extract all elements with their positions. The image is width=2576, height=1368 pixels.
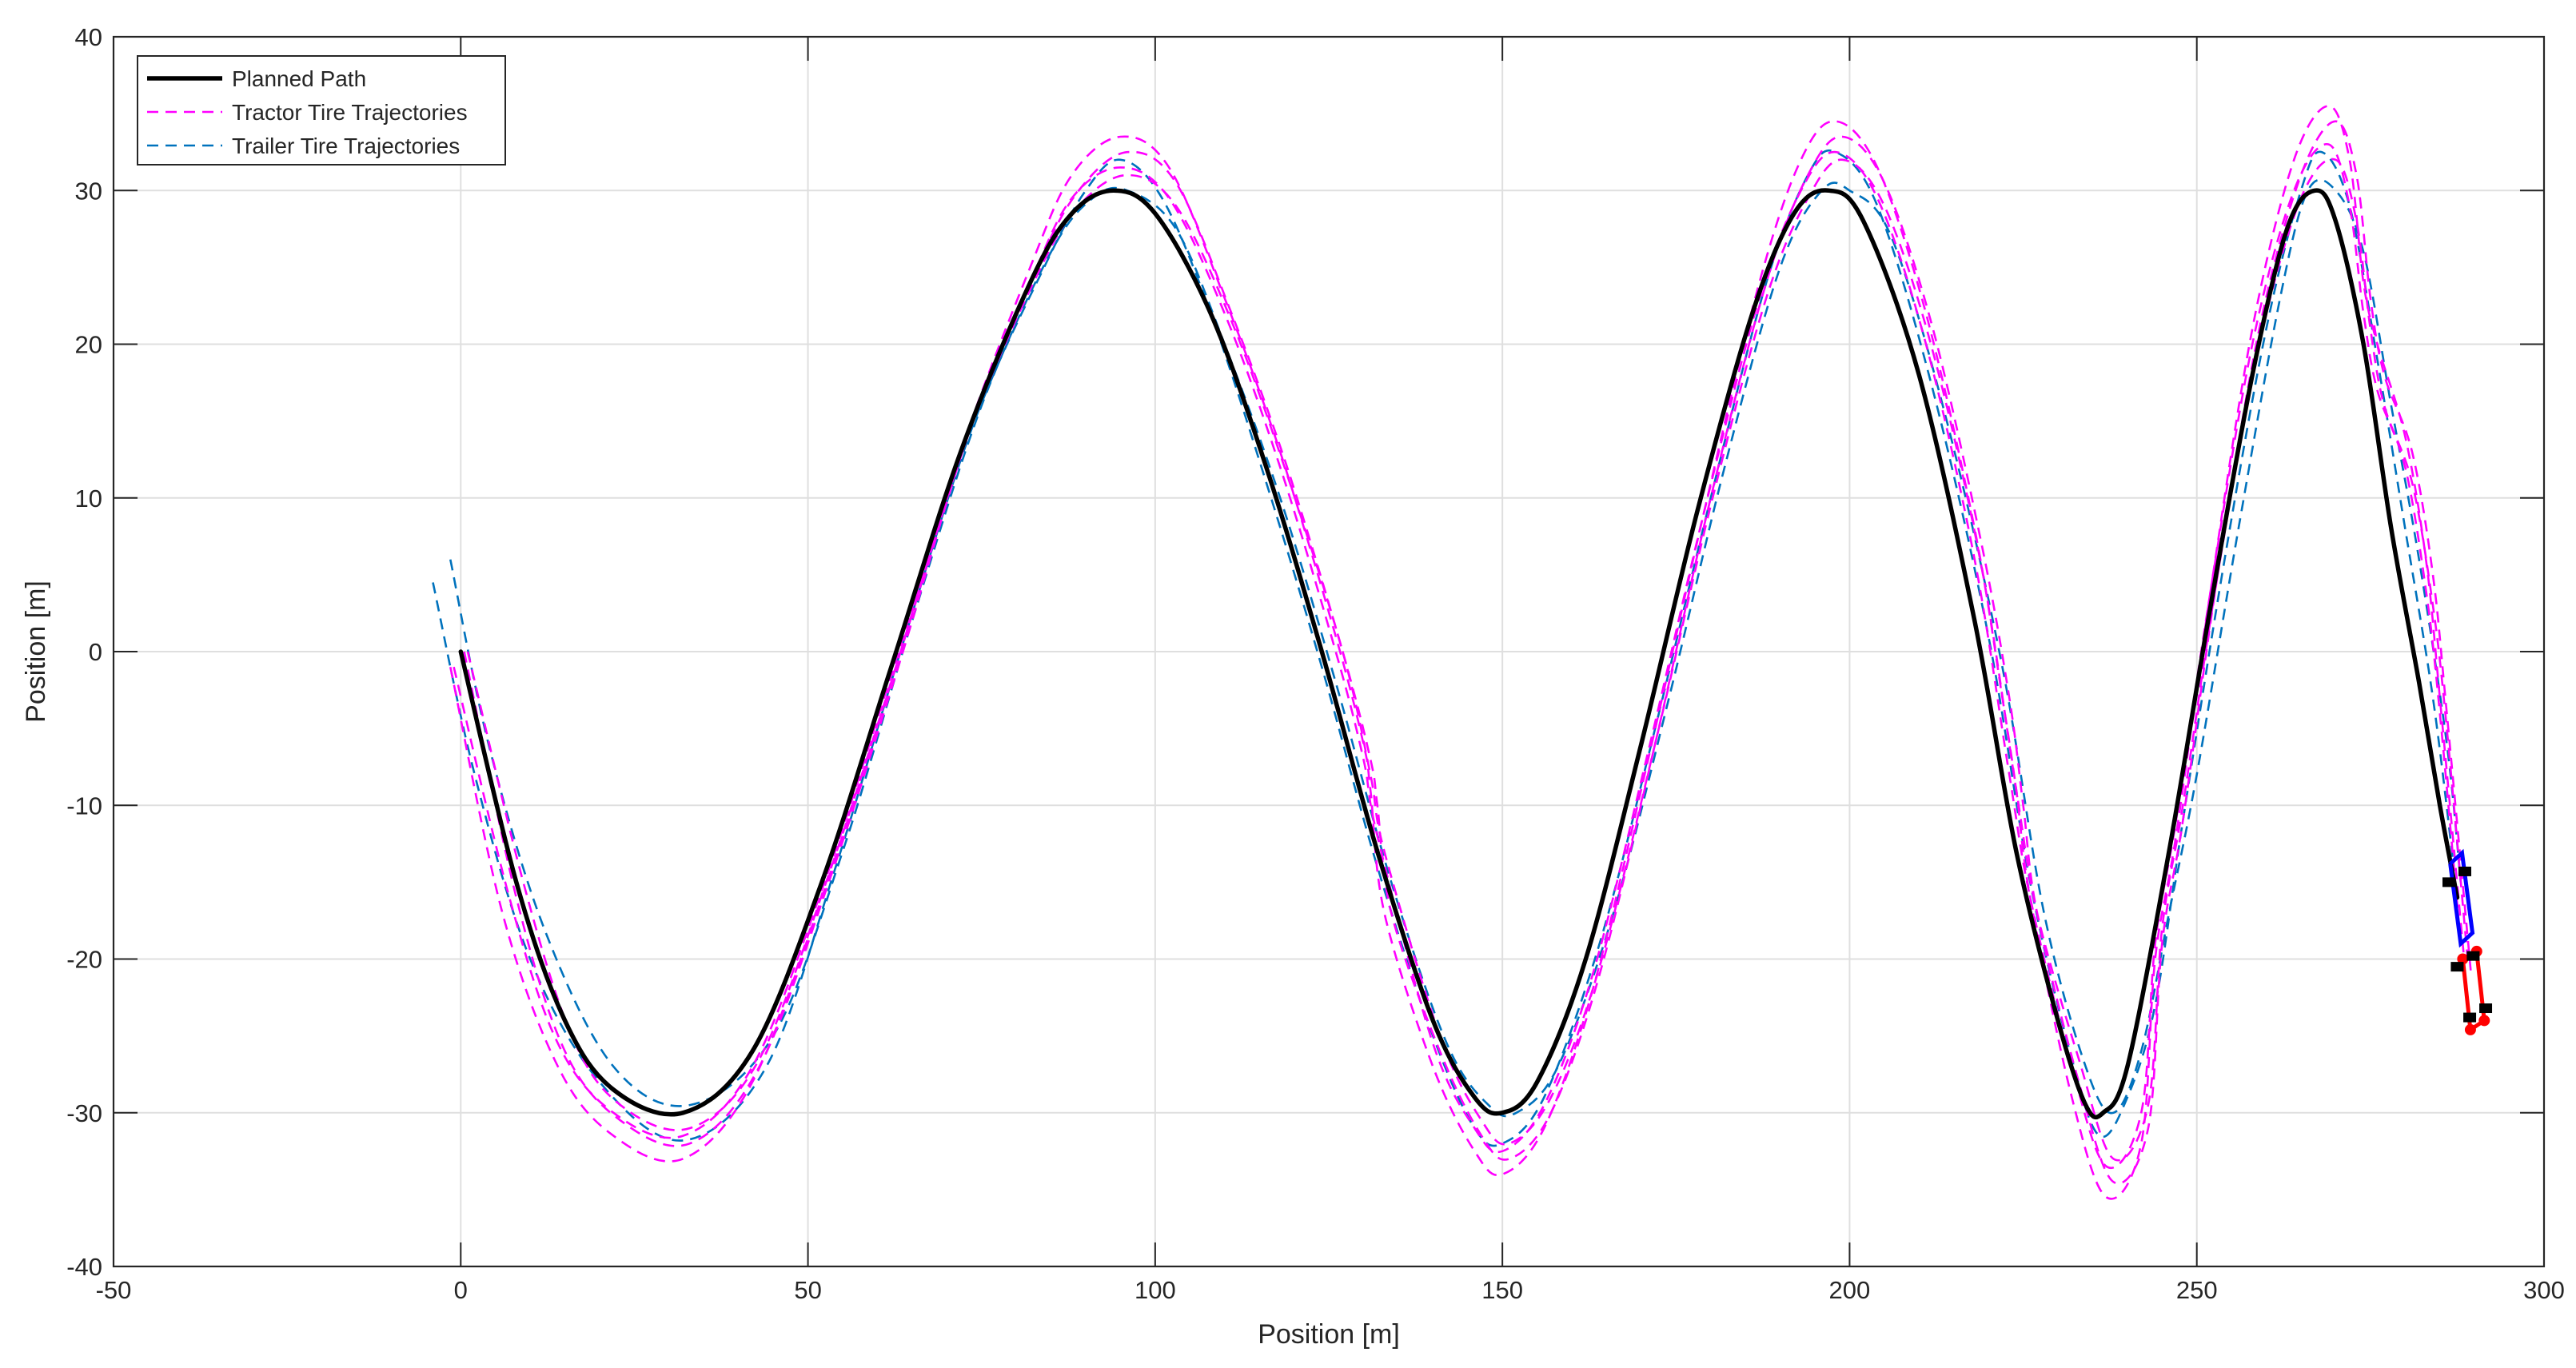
legend: Planned Path Tractor Tire Trajectories Tra… bbox=[137, 55, 506, 166]
x-tick-label: 0 bbox=[454, 1276, 468, 1304]
vehicle-trailer-corner-point bbox=[2478, 1015, 2490, 1027]
y-tick-label: 10 bbox=[75, 485, 102, 513]
x-tick-label: 250 bbox=[2176, 1276, 2218, 1304]
x-tick-label: 50 bbox=[794, 1276, 821, 1304]
y-tick-label: 0 bbox=[89, 638, 102, 666]
legend-label-3: Trailer Tire Trajectories bbox=[232, 134, 460, 158]
vehicle-tractor-outline bbox=[2448, 848, 2475, 948]
x-axis-label: Position [m] bbox=[1258, 1319, 1400, 1350]
x-tick-label: 200 bbox=[1829, 1276, 1871, 1304]
y-tick-label: 40 bbox=[75, 23, 102, 51]
y-tick-label: -20 bbox=[66, 946, 102, 974]
y-tick-label: -10 bbox=[66, 792, 102, 820]
y-axis-label: Position [m] bbox=[21, 580, 51, 723]
legend-box bbox=[137, 55, 506, 166]
vehicle-wheel-marker bbox=[2450, 962, 2464, 972]
planned-path-line bbox=[458, 188, 2460, 1120]
vehicle-wheel-marker bbox=[2463, 1012, 2477, 1023]
tractor-tire-trajectory-trace-1 bbox=[449, 105, 2466, 1200]
vehicle-wheel-marker bbox=[2458, 866, 2471, 876]
x-tick-label: 150 bbox=[1481, 1276, 1523, 1304]
legend-label-2: Tractor Tire Trajectories bbox=[232, 100, 468, 125]
legend-label-1: Planned Path bbox=[232, 66, 366, 91]
y-tick-label: -30 bbox=[66, 1099, 102, 1127]
y-tick-label: -40 bbox=[66, 1253, 102, 1281]
vehicle-wheel-marker bbox=[2466, 951, 2480, 961]
x-tick-label: 100 bbox=[1134, 1276, 1176, 1304]
vehicle-wheel-marker bbox=[2479, 1003, 2493, 1014]
vehicle-wheel-marker bbox=[2442, 877, 2456, 887]
y-tick-label: 20 bbox=[75, 331, 102, 359]
x-tick-label: 300 bbox=[2523, 1276, 2565, 1304]
data-layer bbox=[432, 105, 2493, 1200]
x-tick-label: -50 bbox=[96, 1276, 132, 1304]
vehicle-trailer-corner-point bbox=[2464, 1023, 2476, 1035]
axes: -50 0 50 100 150 200 250 300 -40 -30 -20 -10 0 10 20 30… bbox=[21, 23, 2565, 1350]
y-tick-label: 30 bbox=[75, 177, 102, 205]
vehicle-trailer-corner-point bbox=[2457, 953, 2469, 965]
